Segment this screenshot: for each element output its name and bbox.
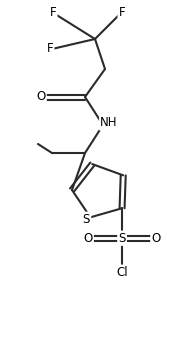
Text: F: F <box>119 6 125 18</box>
Text: S: S <box>83 213 90 226</box>
Text: F: F <box>50 6 56 18</box>
Text: S: S <box>118 232 126 245</box>
Text: O: O <box>152 232 161 245</box>
Text: F: F <box>47 43 53 55</box>
Text: Cl: Cl <box>116 266 128 279</box>
Text: O: O <box>36 90 46 104</box>
Text: O: O <box>83 232 93 245</box>
Text: NH: NH <box>100 117 118 129</box>
